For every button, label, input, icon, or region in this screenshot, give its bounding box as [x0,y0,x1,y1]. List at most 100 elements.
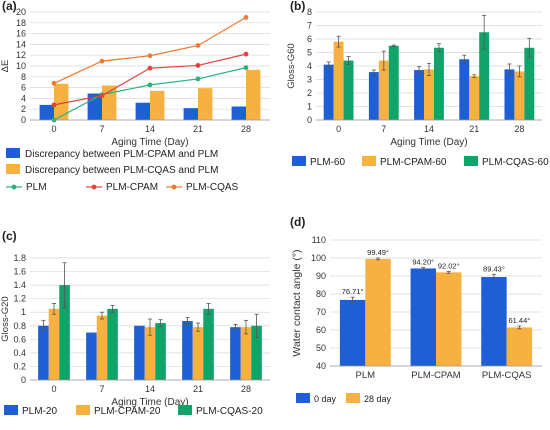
bar [192,327,204,380]
bar [524,47,535,120]
y-tick-label: 0.2 [13,361,26,371]
bar [246,69,261,120]
bar [504,69,515,120]
legend-swatch [6,164,20,174]
x-tick-label: 28 [514,124,524,134]
y-tick-label: 8 [307,7,312,17]
bar [365,258,391,366]
y-tick-label: 40 [316,361,326,371]
y-tick-label: 18 [16,18,26,28]
y-tick-label: 20 [16,7,26,17]
y-tick-label: 70 [316,307,326,317]
legend-swatch [6,148,20,158]
y-tick-label: 100 [311,253,326,263]
x-tick-label: PLM [356,370,376,381]
x-tick-label: PLM-CPAM [411,370,461,381]
bar [410,268,436,366]
x-tick-label: 0 [51,124,56,134]
bar [203,308,214,380]
legend-swatch [464,156,478,166]
legend-label: 0 day [314,394,337,404]
panel-label: (d) [290,215,305,229]
legend-label: PLM-CPAM [106,182,158,193]
y-tick-label: 16 [16,29,26,39]
bar [240,327,252,380]
panel-label: (b) [290,0,305,13]
panel-b: (b) 0 1 2 3 4 5 6 7 8 Gloss-G60 0 7 14 21 28 Aging Time … [286,0,549,168]
bar [102,85,117,120]
y-tick-label: 1.4 [13,280,26,290]
y-tick-label: 6 [307,34,312,44]
legend-marker [171,184,177,190]
y-tick-label: 110 [312,235,326,245]
bar [433,47,444,120]
bar [230,327,241,380]
y-tick-label: 0.8 [13,321,26,331]
legend-swatch [292,156,306,166]
y-tick-label: 6 [21,83,26,93]
y-tick-label: 2 [307,88,312,98]
bar [48,308,60,380]
bar [378,60,389,120]
legend-swatch [346,393,360,403]
legend-swatch [362,156,376,166]
y-tick-label: 2 [21,104,26,114]
legend-label: Discrepancy between PLM-CPAM and PLM [25,149,218,160]
bar [150,90,165,120]
bar [134,325,145,380]
x-tick-label: 0 [336,124,341,134]
legend-label: PLM [26,182,47,193]
line-point [195,43,201,48]
bar [39,104,54,120]
y-tick-label: 0 [21,375,26,385]
y-tick-label: 90 [316,271,326,281]
panel-c: (c) 0 0.2 0.4 0.6 0.8 1 1.2 1.4 1.6 1.8 Gloss-G20 0 7… [0,229,270,417]
x-tick-label: 21 [193,384,203,394]
line-point [147,53,153,59]
line-point [99,93,105,99]
x-tick-label: 7 [381,124,386,134]
bar [339,299,366,366]
panel-label: (c) [2,229,17,243]
y-tick-label: 1.8 [13,253,26,263]
data-label: 94.20° [412,258,434,267]
y-tick-label: 50 [316,343,326,353]
y-tick-label: 4 [21,93,26,103]
y-tick-label: 0.6 [13,334,26,344]
x-tick-label: 21 [469,124,479,134]
y-tick-label: 12 [16,50,26,60]
legend-label: Discrepancy between PLM-CQAS and PLM [25,165,218,176]
bar [343,60,354,120]
x-tick-label: 21 [193,124,203,134]
y-axis-label: Gloss-G20 [0,296,11,341]
bar [479,32,490,120]
x-tick-label: 14 [145,384,155,394]
y-tick-label: 1 [21,307,26,317]
bar [514,71,525,120]
legend-label: PLM-20 [22,406,57,417]
y-tick-label: 8 [21,72,26,82]
legend-marker [91,184,97,190]
bar [481,277,507,366]
y-tick-label: 0 [21,115,26,125]
y-tick-label: 0 [307,115,312,125]
legend-label: PLM-CQAS-20 [196,406,263,417]
legend-label: PLM-CPAM-20 [94,406,161,417]
x-tick-label: 0 [51,384,56,394]
legend-swatch [296,393,310,403]
legend-label: 28 day [364,394,392,404]
legend-marker [11,184,17,190]
data-label: 89.43° [483,264,505,273]
bar [469,76,480,120]
y-tick-label: 80 [316,289,326,299]
x-tick-label: 28 [241,384,251,394]
line-point [147,82,153,88]
data-label: 99.49° [367,248,389,257]
bar [436,272,462,366]
legend-label: PLM-CQAS [186,182,239,193]
bar [86,332,97,380]
bar [107,308,118,380]
line-point [51,102,57,108]
